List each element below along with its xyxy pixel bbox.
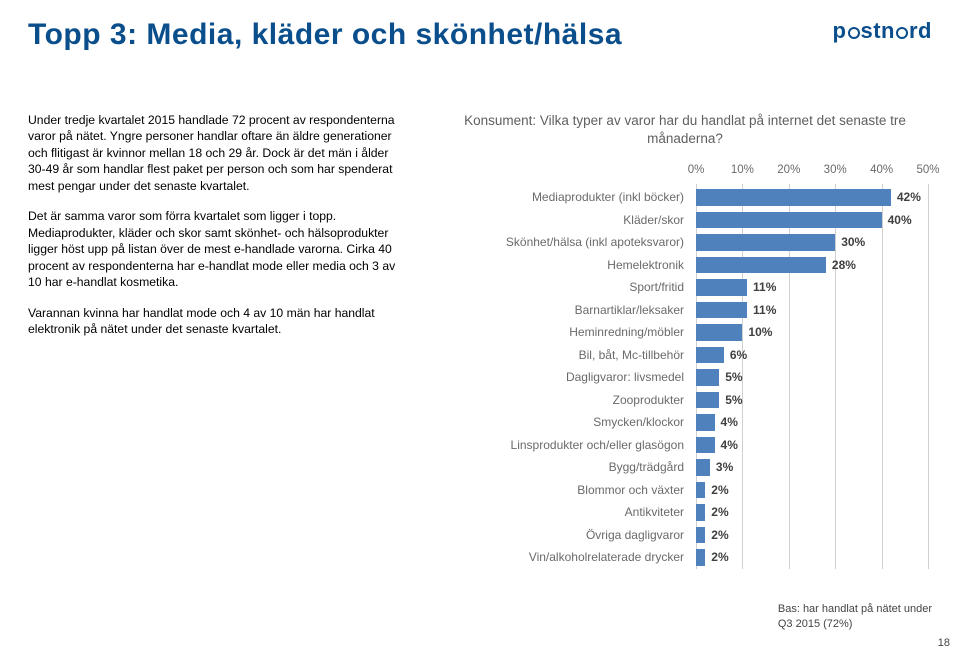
bar-value-label: 6%	[724, 344, 747, 367]
body-text-column: Under tredje kvartalet 2015 handlade 72 …	[28, 112, 408, 352]
category-label: Barnartiklar/leksaker	[472, 299, 690, 322]
y-axis-labels: Mediaprodukter (inkl böcker)Kläder/skorS…	[472, 186, 690, 569]
chart-title: Konsument: Vilka typer av varor har du h…	[455, 112, 915, 148]
bar-value-label: 2%	[705, 501, 728, 524]
bar	[696, 459, 710, 476]
bar-value-label: 2%	[705, 546, 728, 569]
logo-o-icon	[896, 27, 908, 39]
gridline	[928, 184, 929, 569]
category-label: Smycken/klockor	[472, 411, 690, 434]
bar	[696, 392, 719, 409]
footer-note: Bas: har handlat på nätet under Q3 2015 …	[778, 602, 932, 631]
bar-row: 28%	[696, 254, 928, 277]
x-tick-label: 40%	[870, 164, 893, 176]
bar-row: 2%	[696, 501, 928, 524]
bar-value-label: 30%	[835, 231, 865, 254]
bar-value-label: 3%	[710, 456, 733, 479]
bar	[696, 257, 826, 274]
bar-row: 40%	[696, 209, 928, 232]
bar	[696, 347, 724, 364]
bar	[696, 549, 705, 566]
bar-row: 2%	[696, 524, 928, 547]
postnord-logo: pstnrd	[833, 18, 932, 44]
bar-value-label: 11%	[747, 299, 776, 322]
category-label: Blommor och växter	[472, 479, 690, 502]
category-label: Hemelektronik	[472, 254, 690, 277]
bar	[696, 302, 747, 319]
bar-value-label: 40%	[882, 209, 912, 232]
bar	[696, 414, 715, 431]
bar-row: 11%	[696, 276, 928, 299]
category-label: Bygg/trädgård	[472, 456, 690, 479]
bar-value-label: 2%	[705, 524, 728, 547]
footer-note-line2: Q3 2015 (72%)	[778, 618, 853, 630]
bar	[696, 504, 705, 521]
bar-value-label: 10%	[742, 321, 772, 344]
bar-row: 11%	[696, 299, 928, 322]
bar	[696, 527, 705, 544]
bars-layer: 42%40%30%28%11%11%10%6%5%5%4%4%3%2%2%2%2…	[696, 186, 928, 569]
x-tick-label: 30%	[824, 164, 847, 176]
bar-value-label: 4%	[715, 434, 738, 457]
bar-row: 42%	[696, 186, 928, 209]
category-label: Zooprodukter	[472, 389, 690, 412]
bar	[696, 437, 715, 454]
bar-value-label: 5%	[719, 366, 742, 389]
category-label: Övriga dagligvaror	[472, 524, 690, 547]
bar-value-label: 42%	[891, 186, 921, 209]
bar	[696, 279, 747, 296]
x-tick-label: 20%	[777, 164, 800, 176]
bar	[696, 189, 891, 206]
paragraph-1: Under tredje kvartalet 2015 handlade 72 …	[28, 112, 408, 194]
bar-value-label: 11%	[747, 276, 776, 299]
x-tick-label: 10%	[731, 164, 754, 176]
footer-note-line1: Bas: har handlat på nätet under	[778, 603, 932, 615]
paragraph-3: Varannan kvinna har handlat mode och 4 a…	[28, 305, 408, 338]
category-label: Bil, båt, Mc-tillbehör	[472, 344, 690, 367]
bar	[696, 234, 835, 251]
category-label: Heminredning/möbler	[472, 321, 690, 344]
bar-row: 10%	[696, 321, 928, 344]
bar-row: 4%	[696, 411, 928, 434]
category-label: Kläder/skor	[472, 209, 690, 232]
category-label: Dagligvaror: livsmedel	[472, 366, 690, 389]
bar-row: 3%	[696, 456, 928, 479]
header: Topp 3: Media, kläder och skönhet/hälsa …	[28, 18, 932, 52]
bar-row: 5%	[696, 389, 928, 412]
bar-value-label: 4%	[715, 411, 738, 434]
bar-row: 2%	[696, 479, 928, 502]
bar	[696, 482, 705, 499]
x-tick-label: 0%	[688, 164, 705, 176]
bar-row: 30%	[696, 231, 928, 254]
page-title: Topp 3: Media, kläder och skönhet/hälsa	[28, 18, 622, 52]
page-number: 18	[938, 637, 950, 649]
paragraph-2: Det är samma varor som förra kvartalet s…	[28, 208, 408, 290]
body: Under tredje kvartalet 2015 handlade 72 …	[28, 112, 932, 352]
logo-o-icon	[848, 27, 860, 39]
bar-value-label: 5%	[719, 389, 742, 412]
slide-page: Topp 3: Media, kläder och skönhet/hälsa …	[0, 0, 960, 653]
bar-row: 5%	[696, 366, 928, 389]
category-label: Vin/alkoholrelaterade drycker	[472, 546, 690, 569]
category-label: Skönhet/hälsa (inkl apoteksvaror)	[472, 231, 690, 254]
category-label: Mediaprodukter (inkl böcker)	[472, 186, 690, 209]
chart-column: Konsument: Vilka typer av varor har du h…	[438, 112, 932, 352]
category-label: Sport/fritid	[472, 276, 690, 299]
bar-value-label: 2%	[705, 479, 728, 502]
x-tick-label: 50%	[916, 164, 939, 176]
bar-row: 2%	[696, 546, 928, 569]
bar	[696, 212, 882, 229]
bar-value-label: 28%	[826, 254, 856, 277]
category-label: Linsprodukter och/eller glasögon	[472, 434, 690, 457]
bar-row: 4%	[696, 434, 928, 457]
bar-row: 6%	[696, 344, 928, 367]
category-label: Antikviteter	[472, 501, 690, 524]
bar	[696, 369, 719, 386]
bar	[696, 324, 742, 341]
